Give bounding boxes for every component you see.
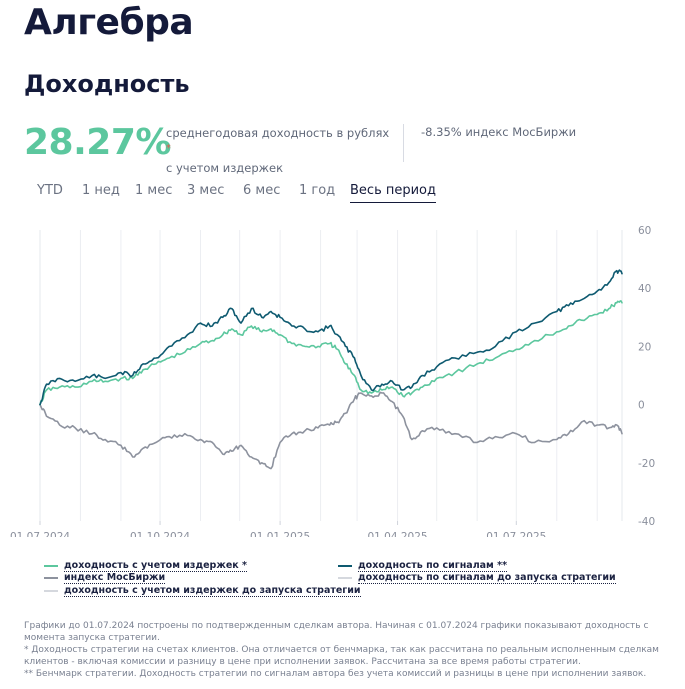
tab-1-month[interactable]: 1 мес [135,183,173,198]
series-line-net [39,300,623,406]
legend-net[interactable]: доходность с учетом издержек * [44,560,247,572]
returns-chart: 60 40 20 0 -20 -40 01.07.2024 01.10.2024 01.01.… [10,225,655,537]
chart-legend: доходность с учетом издержек * доходност… [0,560,685,600]
legend-signals-pre-swatch [338,576,352,579]
annual-return-description: среднегодовая доходность в рублях * с уч… [166,125,391,176]
y-tick-label-3: 0 [638,400,645,412]
footnote-3: ** Бенчмарк стратегии. Доходность страте… [24,669,647,679]
x-tick-label-3: 01.04.2025 [367,531,427,537]
benchmark-return: -8.35% индекс МосБиржи [421,125,577,139]
legend-index-swatch [44,576,58,579]
legend-signals[interactable]: доходность по сигналам ** [338,560,508,572]
annual-return-value: 28.27% [24,122,171,163]
strategy-title: Алгебра [24,2,194,43]
chart-grid [39,230,623,521]
x-axis-labels: 01.07.2024 01.10.2024 01.01.2025 01.04.2025… [10,521,546,537]
tab-6-months[interactable]: 6 мес [243,183,281,198]
footnote-star: * [166,143,171,154]
legend-net-pre-label: доходность с учетом издержек до запуска … [64,585,361,597]
legend-signals-pre-label: доходность по сигналам до запуска страте… [358,572,616,584]
legend-signals-label: доходность по сигналам ** [358,560,508,572]
annual-return-desc-line1: среднегодовая доходность в рублях [166,126,390,140]
summary-divider [403,124,404,162]
section-title: Доходность [24,70,190,98]
footnote-1: Графики до 01.07.2024 построены по подтв… [24,621,649,643]
legend-signals-pre[interactable]: доходность по сигналам до запуска страте… [338,572,616,584]
legend-index[interactable]: индекс МосБиржи [44,572,166,584]
series-line-index [39,391,623,470]
chart-series [39,269,623,470]
y-tick-label-1: 40 [638,283,651,295]
tab-3-months[interactable]: 3 мес [187,183,225,198]
tab-1-year[interactable]: 1 год [299,183,336,198]
x-tick-label-4: 01.07.2025 [486,531,546,537]
series-line-signals [39,269,623,406]
x-tick-label-2: 01.01.2025 [250,531,310,537]
legend-index-label: индекс МосБиржи [64,572,166,584]
legend-net-pre-swatch [44,589,58,592]
footnote-2: * Доходность стратегии на счетах клиенто… [24,645,659,667]
tab-ytd[interactable]: YTD [37,183,63,198]
y-tick-label-4: -20 [638,458,655,470]
y-axis-labels: 60 40 20 0 -20 -40 [638,225,655,528]
y-tick-label-2: 20 [638,341,651,353]
tab-1-week[interactable]: 1 нед [82,183,120,198]
legend-net-pre[interactable]: доходность с учетом издержек до запуска … [44,585,361,597]
footnotes: Графики до 01.07.2024 построены по подтв… [24,620,664,680]
legend-net-swatch [44,564,58,567]
annual-return-desc-line2: с учетом издержек [166,160,284,175]
y-tick-label-5: -40 [638,516,655,528]
x-tick-label-0: 01.07.2024 [10,531,70,537]
legend-net-label: доходность с учетом издержек * [64,560,247,572]
legend-signals-swatch [338,564,352,567]
y-tick-label-0: 60 [638,225,651,237]
x-tick-label-1: 01.10.2024 [130,531,190,537]
tab-all-period[interactable]: Весь период [350,183,436,203]
